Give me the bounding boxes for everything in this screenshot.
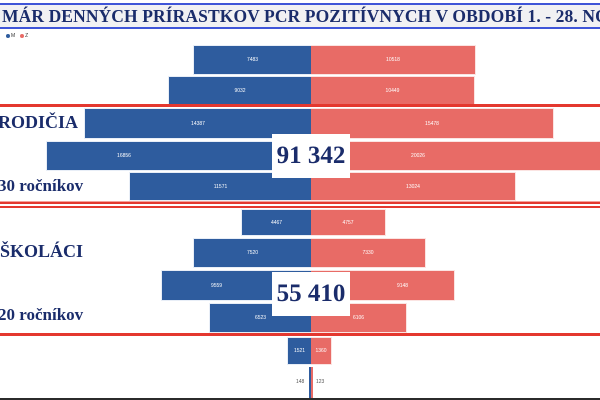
bar-m[interactable]: 14387: [84, 108, 311, 139]
bar-value: 11571: [213, 183, 228, 190]
bar-m[interactable]: 16856: [46, 141, 311, 171]
group-total-parents: 91 342: [272, 134, 350, 178]
legend-dot-icon: [20, 34, 25, 38]
bar-value: 7483: [246, 57, 259, 63]
group-total-students: 55 410: [272, 272, 350, 316]
bar-value: 9559: [210, 282, 223, 289]
bar-z[interactable]: 7330: [311, 238, 426, 268]
group-divider: [0, 202, 600, 204]
bar-value: 6523: [254, 315, 267, 321]
bar-z[interactable]: 20026: [311, 141, 600, 171]
bar-value: 9148: [396, 282, 409, 289]
group-sublabel-parents: 30 ročníkov: [0, 176, 84, 195]
bar-m[interactable]: 7520: [193, 238, 311, 268]
bottom-border: [0, 398, 600, 400]
bar-z[interactable]: 15478: [311, 108, 554, 139]
bar-value-outside: 123: [316, 379, 325, 385]
legend-dot-icon: [6, 34, 10, 38]
legend-label: Z: [25, 33, 29, 39]
group-divider: [0, 104, 600, 107]
bar-z[interactable]: [311, 367, 313, 398]
bar-z[interactable]: 6106: [311, 303, 407, 333]
legend-label: M: [11, 33, 16, 39]
chart-title-bar: MÁR DENNÝCH PRÍRASTKOV PCR POZITÍVNYCH V…: [0, 3, 600, 29]
group-sublabel-students: 20 ročníkov: [0, 305, 84, 324]
group-divider: [0, 201, 600, 202]
bar-value: 14387: [191, 120, 205, 127]
bar-m[interactable]: [309, 367, 311, 398]
bar-value: 7330: [362, 250, 374, 256]
group-label-parents: RODIČIA: [0, 112, 79, 132]
bar-value: 6106: [352, 315, 365, 321]
bar-value: 7520: [246, 250, 259, 256]
bar-m[interactable]: 7483: [193, 45, 311, 75]
bar-value: 4757: [342, 219, 354, 226]
bar-value: 16856: [117, 153, 131, 159]
bar-value: 20026: [411, 153, 425, 159]
group-label-students: ŠKOLÁCI: [0, 241, 84, 261]
bar-value: 1521: [293, 348, 306, 354]
bar-value: 1360: [315, 348, 327, 354]
bar-value: 4467: [270, 219, 283, 226]
bar-value: 13024: [406, 183, 420, 190]
bar-z[interactable]: 10518: [311, 45, 476, 75]
bar-z[interactable]: 1360: [311, 337, 332, 365]
bar-value: 15478: [425, 120, 439, 127]
bar-value: 10449: [385, 87, 400, 94]
legend: M Z: [6, 33, 28, 39]
bar-m[interactable]: 9032: [168, 76, 311, 105]
bar-m[interactable]: 1521: [287, 337, 311, 365]
bar-m[interactable]: 4467: [241, 209, 311, 236]
bar-z[interactable]: 4757: [311, 209, 386, 236]
group-divider: [0, 206, 600, 208]
bar-z[interactable]: 10449: [311, 76, 475, 105]
bar-m[interactable]: 11571: [129, 172, 311, 201]
bar-value: 10518: [386, 57, 400, 63]
legend-item-m[interactable]: M: [6, 33, 15, 39]
bar-value-outside: 148: [296, 379, 305, 385]
legend-item-z[interactable]: Z: [20, 33, 28, 39]
bar-value: 9032: [234, 87, 246, 94]
group-divider: [0, 333, 600, 336]
chart-title: MÁR DENNÝCH PRÍRASTKOV PCR POZITÍVNYCH V…: [2, 6, 600, 26]
